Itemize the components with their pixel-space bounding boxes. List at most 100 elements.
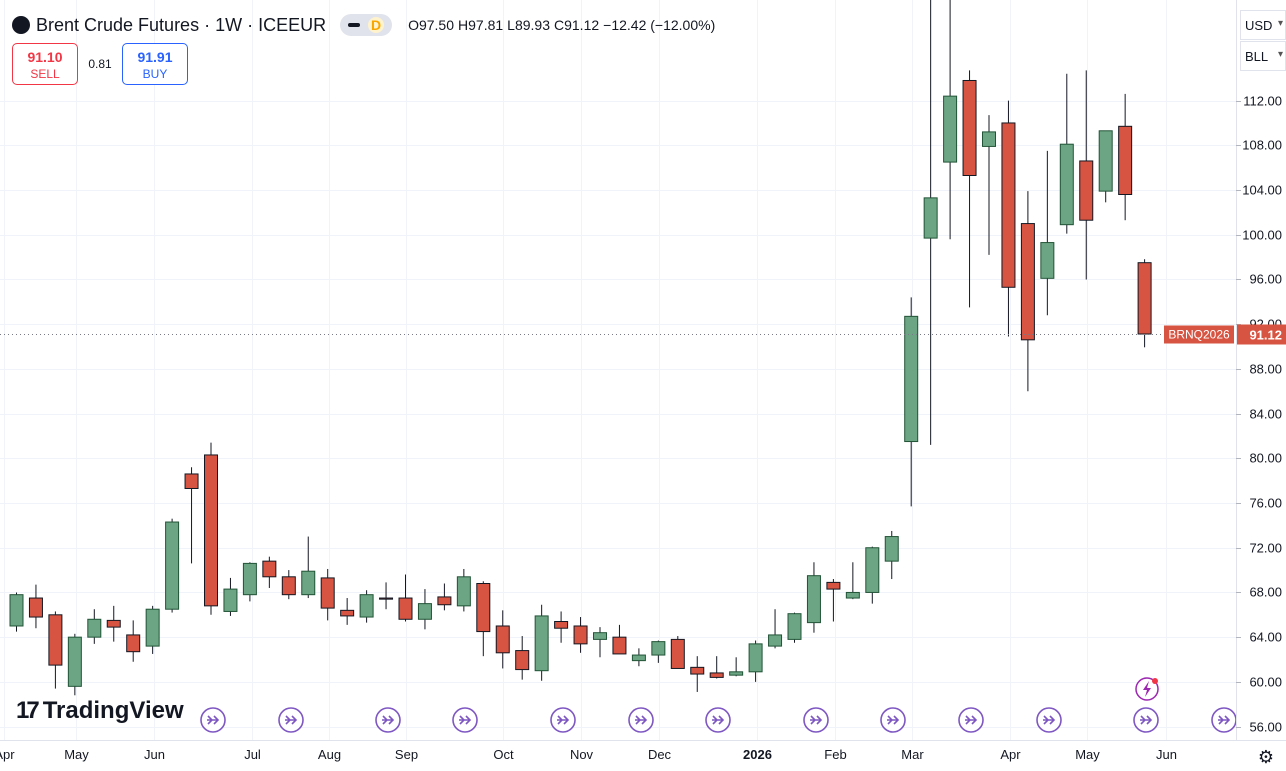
candle[interactable]	[1040, 150, 1055, 316]
candle[interactable]	[417, 589, 432, 630]
candle[interactable]	[631, 648, 646, 667]
candle[interactable]	[48, 611, 63, 689]
candle[interactable]	[106, 605, 121, 642]
minus-icon	[348, 23, 361, 27]
candle[interactable]	[126, 620, 141, 662]
event-marker-icon[interactable]	[803, 707, 829, 733]
event-marker-icon[interactable]	[1036, 707, 1062, 733]
candle[interactable]	[982, 115, 996, 255]
candle[interactable]	[262, 556, 277, 588]
event-marker-icon[interactable]	[375, 707, 401, 733]
candle[interactable]	[28, 584, 43, 629]
candle[interactable]	[398, 574, 413, 622]
currency-dropdown[interactable]: USD ▾	[1240, 10, 1286, 40]
candle[interactable]	[962, 70, 977, 308]
candle[interactable]	[806, 562, 821, 633]
candle[interactable]	[884, 530, 899, 580]
candle[interactable]	[748, 640, 763, 682]
event-marker-icon[interactable]	[705, 707, 731, 733]
candle[interactable]	[554, 611, 569, 643]
candle[interactable]	[204, 442, 218, 615]
candle[interactable]	[1059, 73, 1074, 234]
event-marker-icon[interactable]	[1211, 707, 1237, 733]
candle-body	[456, 576, 471, 607]
candle[interactable]	[1079, 70, 1094, 280]
symbol-title[interactable]: Brent Crude Futures · 1W · ICEEUR	[36, 14, 327, 35]
candle-body	[417, 603, 432, 620]
candle[interactable]	[768, 609, 783, 649]
candle[interactable]	[865, 546, 880, 604]
ohlc-item: O97.50	[408, 17, 455, 33]
candle[interactable]	[1118, 93, 1133, 221]
event-marker-icon[interactable]	[278, 707, 304, 733]
price-axis[interactable]: 56.00 60.00 64.00 68.00 72.00 76.00 80.00 84.00…	[1236, 94, 1282, 735]
candle[interactable]	[145, 605, 160, 654]
candle[interactable]	[476, 581, 491, 657]
settings-gear-icon[interactable]: ⚙	[1257, 747, 1275, 767]
event-marker-icon[interactable]	[550, 707, 576, 733]
candle[interactable]	[379, 582, 394, 610]
market-status-pill[interactable]: D	[340, 14, 393, 36]
buy-button[interactable]: 91.91 BUY	[122, 43, 188, 85]
candle-body	[1059, 143, 1074, 226]
candle[interactable]	[456, 568, 471, 612]
time-axis[interactable]: Apr May Jun Jul Aug Sep Oct Nov Dec 2026 Feb Mar Apr…	[0, 747, 1177, 762]
candle[interactable]	[573, 617, 588, 653]
y-tick-label: 112.00	[1243, 94, 1282, 109]
candle[interactable]	[281, 570, 296, 600]
candle[interactable]	[729, 657, 744, 677]
candle[interactable]	[359, 590, 374, 623]
candle[interactable]	[495, 610, 510, 669]
candle[interactable]	[223, 577, 238, 616]
candle[interactable]	[515, 636, 530, 680]
event-marker-icon[interactable]	[628, 707, 654, 733]
ohlc-item: H97.81	[458, 17, 504, 33]
candle[interactable]	[709, 656, 724, 679]
candle[interactable]	[904, 297, 919, 507]
candle[interactable]	[845, 562, 860, 600]
event-marker-icon[interactable]	[958, 707, 984, 733]
candle[interactable]	[534, 604, 549, 681]
event-marker-icon[interactable]	[1133, 707, 1159, 733]
candle[interactable]	[67, 633, 82, 696]
candle[interactable]	[1098, 130, 1113, 203]
candle-body	[301, 570, 316, 596]
candle[interactable]	[670, 636, 685, 669]
event-marker-icon[interactable]	[452, 707, 478, 733]
candle[interactable]	[1020, 191, 1035, 392]
candle[interactable]	[612, 624, 627, 655]
candle[interactable]	[340, 598, 355, 625]
sell-button[interactable]: 91.10 SELL	[12, 43, 78, 85]
candle[interactable]	[651, 640, 666, 663]
candle[interactable]	[923, 0, 938, 445]
candle[interactable]	[690, 656, 705, 692]
candle-body	[515, 650, 530, 671]
candle[interactable]	[87, 609, 102, 644]
candle[interactable]	[165, 518, 180, 613]
x-tick-label: Mar	[901, 747, 924, 762]
tradingview-logo[interactable]: 17 TradingView	[16, 697, 184, 725]
delayed-badge: D	[368, 17, 385, 33]
flash-icon[interactable]	[1135, 677, 1159, 701]
unit-label: BLL	[1245, 49, 1269, 64]
event-marker-icon[interactable]	[880, 707, 906, 733]
candle[interactable]	[242, 562, 257, 602]
candle[interactable]	[437, 583, 452, 611]
candle[interactable]	[1001, 100, 1016, 337]
candle[interactable]	[826, 579, 841, 622]
price-tag	[1237, 324, 1286, 345]
candle[interactable]	[320, 568, 335, 621]
y-tick-label: 64.00	[1249, 630, 1282, 645]
candle[interactable]	[943, 0, 958, 240]
candle[interactable]	[787, 612, 802, 643]
candle-body	[184, 473, 199, 489]
candle[interactable]	[301, 536, 316, 599]
unit-dropdown[interactable]: BLL ▾	[1240, 41, 1286, 71]
candle-body	[1079, 160, 1094, 221]
candle[interactable]	[593, 627, 607, 658]
candle-body	[1118, 125, 1133, 196]
candle[interactable]	[184, 467, 199, 564]
event-marker-icon[interactable]	[200, 707, 226, 733]
candle[interactable]	[9, 592, 24, 632]
